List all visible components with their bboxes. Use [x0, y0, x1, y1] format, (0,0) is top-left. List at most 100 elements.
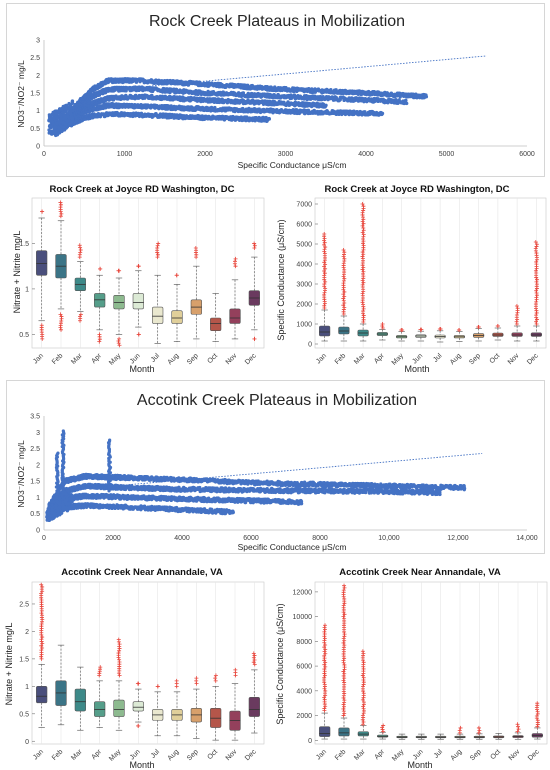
rock-creek-conductance-boxplot: Rock Creek at Joyce RD Washington, DC Mo…	[276, 184, 547, 374]
x-axis-label: Month	[404, 364, 429, 374]
x-tick-label: Mar	[70, 352, 84, 366]
x-tick-label: Dec	[526, 352, 540, 366]
y-tick-label: 0	[308, 342, 312, 349]
x-tick-label: 1000	[117, 151, 133, 158]
outlier-point	[361, 311, 366, 316]
chart-title: Rock Creek Plateaus in Mobilization	[149, 13, 405, 30]
data-point	[332, 91, 336, 95]
outlier-point	[534, 315, 539, 320]
data-point	[323, 104, 327, 109]
outlier-point	[534, 310, 539, 315]
x-tick-label: 12,000	[447, 535, 469, 542]
outlier-point	[534, 317, 539, 322]
outlier-point	[232, 261, 237, 266]
x-tick-label: Sep	[468, 352, 482, 366]
scatter-points	[47, 77, 429, 138]
x-tick-label: Apr	[373, 352, 386, 365]
outlier-point	[534, 293, 539, 298]
x-tick-label: Nov	[507, 352, 521, 366]
box-feb	[338, 248, 350, 342]
outlier-point	[322, 258, 327, 263]
box-nov	[511, 304, 523, 342]
outlier-point	[342, 305, 347, 310]
outlier-point	[361, 252, 366, 257]
outlier-point	[156, 241, 161, 246]
y-tick-label: 0.5	[30, 126, 40, 133]
outlier-point	[136, 332, 141, 337]
x-tick-label: 14,000	[516, 535, 538, 542]
outlier-point	[341, 254, 346, 259]
x-tick-label: Nov	[225, 352, 239, 366]
outlier-point	[77, 255, 82, 260]
outlier-point	[342, 294, 347, 299]
y-tick-label: 4000	[296, 262, 312, 269]
box-body	[36, 250, 48, 276]
outlier-point	[322, 240, 327, 245]
box-sep	[473, 325, 485, 342]
outlier-point	[252, 243, 257, 248]
outlier-point	[361, 320, 366, 324]
box-jul	[434, 327, 446, 343]
outlier-point	[233, 256, 238, 261]
y-tick-label: 1000	[296, 322, 312, 329]
outlier-point	[341, 296, 346, 301]
outlier-point	[322, 277, 327, 282]
x-tick-label: Jul	[150, 352, 162, 364]
rock-creek-scatter-chart: Rock Creek Plateaus in Mobilization Spec…	[16, 13, 535, 170]
outlier-point	[515, 310, 520, 315]
box-body	[132, 293, 144, 310]
x-tick-label: Mar	[353, 352, 367, 366]
outlier-point	[341, 274, 346, 279]
box-jan	[319, 232, 331, 342]
x-tick-label: 3000	[278, 151, 294, 158]
y-tick-label: 1.5	[19, 241, 29, 248]
box-body	[210, 317, 222, 332]
outlier-point	[534, 279, 539, 284]
outlier-point	[58, 214, 63, 219]
box-apr	[376, 322, 388, 341]
data-point	[50, 124, 54, 129]
outlier-point	[361, 239, 366, 244]
data-point	[64, 104, 68, 108]
outlier-point	[322, 260, 327, 265]
outlier-point	[534, 266, 539, 271]
outlier-point	[515, 317, 520, 322]
outlier-point	[534, 319, 539, 324]
outlier-point	[361, 306, 366, 311]
outlier-point	[342, 259, 347, 264]
outlier-point	[98, 266, 103, 271]
outlier-point	[342, 300, 347, 305]
y-tick-label: 2	[36, 73, 40, 80]
outlier-point	[534, 244, 539, 249]
data-point	[54, 121, 59, 126]
data-point	[380, 111, 385, 116]
outlier-point	[322, 288, 327, 293]
data-point	[64, 109, 68, 114]
box-body	[229, 308, 241, 324]
data-point	[71, 105, 75, 110]
box-body	[152, 306, 164, 324]
y-tick-label: 3000	[296, 282, 312, 289]
chart-title: Rock Creek at Joyce RD Washington, DC	[325, 184, 510, 195]
x-tick-label: 8000	[312, 535, 328, 542]
data-point	[51, 120, 55, 124]
x-tick-label: Oct	[206, 352, 219, 365]
x-tick-label: 4000	[174, 535, 190, 542]
outlier-point	[252, 246, 257, 250]
x-tick-label: Feb	[51, 352, 65, 366]
outlier-point	[360, 212, 365, 217]
outlier-point	[233, 264, 238, 269]
outlier-point	[495, 324, 500, 328]
outlier-point	[116, 341, 121, 346]
y-tick-label: 3	[36, 38, 40, 45]
data-point	[70, 117, 75, 121]
outlier-point	[252, 336, 257, 341]
data-point	[404, 101, 409, 106]
outlier-point	[322, 234, 327, 239]
outlier-point	[534, 288, 539, 293]
outlier-point	[360, 219, 365, 224]
x-tick-label: 6000	[519, 151, 535, 158]
box-body	[113, 294, 125, 310]
x-tick-label: Sep	[186, 352, 200, 366]
